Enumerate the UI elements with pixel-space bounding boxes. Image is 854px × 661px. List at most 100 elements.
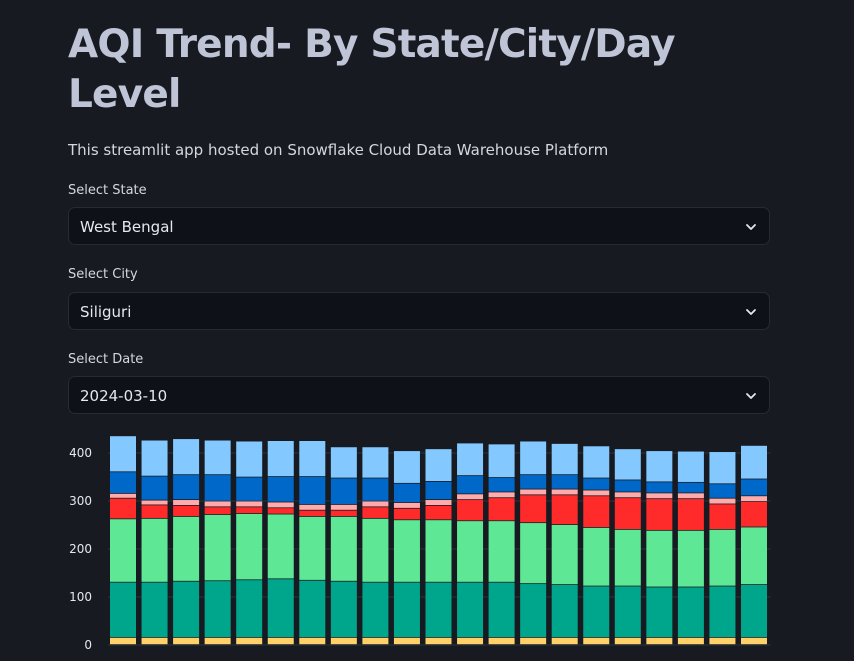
bar-stack[interactable] — [425, 449, 452, 645]
bar-segment[interactable] — [173, 637, 200, 645]
bar-stack[interactable] — [457, 443, 484, 645]
bar-segment[interactable] — [299, 516, 326, 580]
bar-segment[interactable] — [646, 637, 673, 645]
bar-stack[interactable] — [236, 441, 263, 645]
bar-segment[interactable] — [425, 637, 452, 645]
chevron-down-icon[interactable] — [745, 306, 757, 318]
bar-segment[interactable] — [709, 452, 736, 484]
bar-segment[interactable] — [330, 478, 357, 505]
bar-segment[interactable] — [709, 529, 736, 586]
bar-segment[interactable] — [488, 582, 515, 637]
bar-segment[interactable] — [709, 637, 736, 645]
bar-segment[interactable] — [488, 521, 515, 582]
bar-segment[interactable] — [425, 449, 452, 481]
bar-segment[interactable] — [362, 582, 389, 637]
bar-segment[interactable] — [425, 505, 452, 520]
bar-stack[interactable] — [299, 441, 326, 645]
bar-segment[interactable] — [393, 451, 420, 483]
bar-segment[interactable] — [362, 518, 389, 582]
bar-segment[interactable] — [236, 580, 263, 637]
bar-segment[interactable] — [520, 489, 547, 495]
bar-segment[interactable] — [646, 530, 673, 587]
bar-segment[interactable] — [173, 500, 200, 505]
bar-segment[interactable] — [267, 477, 294, 502]
bar-segment[interactable] — [141, 500, 168, 505]
bar-segment[interactable] — [614, 529, 641, 586]
bar-segment[interactable] — [677, 451, 704, 482]
bar-segment[interactable] — [646, 499, 673, 530]
bar-segment[interactable] — [741, 637, 767, 645]
bar-segment[interactable] — [267, 579, 294, 637]
bar-stack[interactable] — [173, 439, 200, 645]
bar-stack[interactable] — [551, 443, 578, 645]
bar-segment[interactable] — [299, 580, 326, 637]
bar-segment[interactable] — [204, 475, 231, 501]
bar-segment[interactable] — [709, 504, 736, 529]
bar-segment[interactable] — [362, 447, 389, 478]
bar-segment[interactable] — [488, 498, 515, 521]
bar-segment[interactable] — [236, 477, 263, 501]
bar-segment[interactable] — [425, 481, 452, 500]
bar-segment[interactable] — [204, 514, 231, 581]
bar-segment[interactable] — [677, 499, 704, 530]
bar-segment[interactable] — [551, 495, 578, 525]
bar-stack[interactable] — [330, 447, 357, 645]
bar-segment[interactable] — [583, 586, 610, 637]
bar-segment[interactable] — [330, 516, 357, 581]
bar-segment[interactable] — [236, 441, 263, 477]
bar-segment[interactable] — [299, 477, 326, 505]
bar-segment[interactable] — [173, 505, 200, 517]
bar-stack[interactable] — [267, 441, 294, 645]
bar-segment[interactable] — [614, 498, 641, 529]
bar-segment[interactable] — [330, 447, 357, 478]
bar-segment[interactable] — [393, 520, 420, 582]
bar-segment[interactable] — [741, 501, 767, 527]
bar-segment[interactable] — [173, 516, 200, 581]
bar-segment[interactable] — [677, 493, 704, 499]
bar-segment[interactable] — [741, 496, 767, 502]
bar-segment[interactable] — [677, 530, 704, 587]
bar-segment[interactable] — [709, 586, 736, 637]
bar-segment[interactable] — [457, 476, 484, 494]
bar-segment[interactable] — [141, 582, 168, 637]
bar-segment[interactable] — [457, 494, 484, 500]
bar-segment[interactable] — [583, 637, 610, 645]
bar-segment[interactable] — [141, 440, 168, 476]
bar-segment[interactable] — [488, 444, 515, 478]
bar-segment[interactable] — [425, 520, 452, 582]
bar-segment[interactable] — [299, 637, 326, 645]
bar-segment[interactable] — [425, 582, 452, 637]
bar-segment[interactable] — [614, 492, 641, 498]
bar-segment[interactable] — [267, 441, 294, 477]
bar-segment[interactable] — [393, 508, 420, 520]
bar-segment[interactable] — [425, 500, 452, 505]
bar-stack[interactable] — [362, 447, 389, 645]
bar-segment[interactable] — [173, 581, 200, 637]
bar-segment[interactable] — [362, 637, 389, 645]
bar-segment[interactable] — [614, 586, 641, 637]
bar-segment[interactable] — [267, 502, 294, 508]
bar-segment[interactable] — [236, 507, 263, 514]
bar-segment[interactable] — [236, 501, 263, 507]
bar-segment[interactable] — [551, 475, 578, 489]
bar-segment[interactable] — [267, 637, 294, 645]
bar-segment[interactable] — [204, 581, 231, 637]
bar-segment[interactable] — [110, 493, 136, 498]
bar-segment[interactable] — [646, 482, 673, 493]
bar-segment[interactable] — [362, 501, 389, 507]
bar-segment[interactable] — [614, 637, 641, 645]
bar-segment[interactable] — [110, 498, 136, 519]
bar-segment[interactable] — [173, 439, 200, 475]
bar-segment[interactable] — [677, 482, 704, 493]
bar-segment[interactable] — [393, 483, 420, 503]
bar-segment[interactable] — [583, 446, 610, 478]
bar-segment[interactable] — [583, 527, 610, 586]
bar-segment[interactable] — [267, 508, 294, 514]
bar-stack[interactable] — [110, 436, 136, 645]
bar-stack[interactable] — [583, 446, 610, 645]
bar-segment[interactable] — [236, 513, 263, 580]
bar-segment[interactable] — [110, 472, 136, 493]
bar-segment[interactable] — [551, 443, 578, 475]
bar-segment[interactable] — [583, 490, 610, 496]
bar-segment[interactable] — [393, 637, 420, 645]
